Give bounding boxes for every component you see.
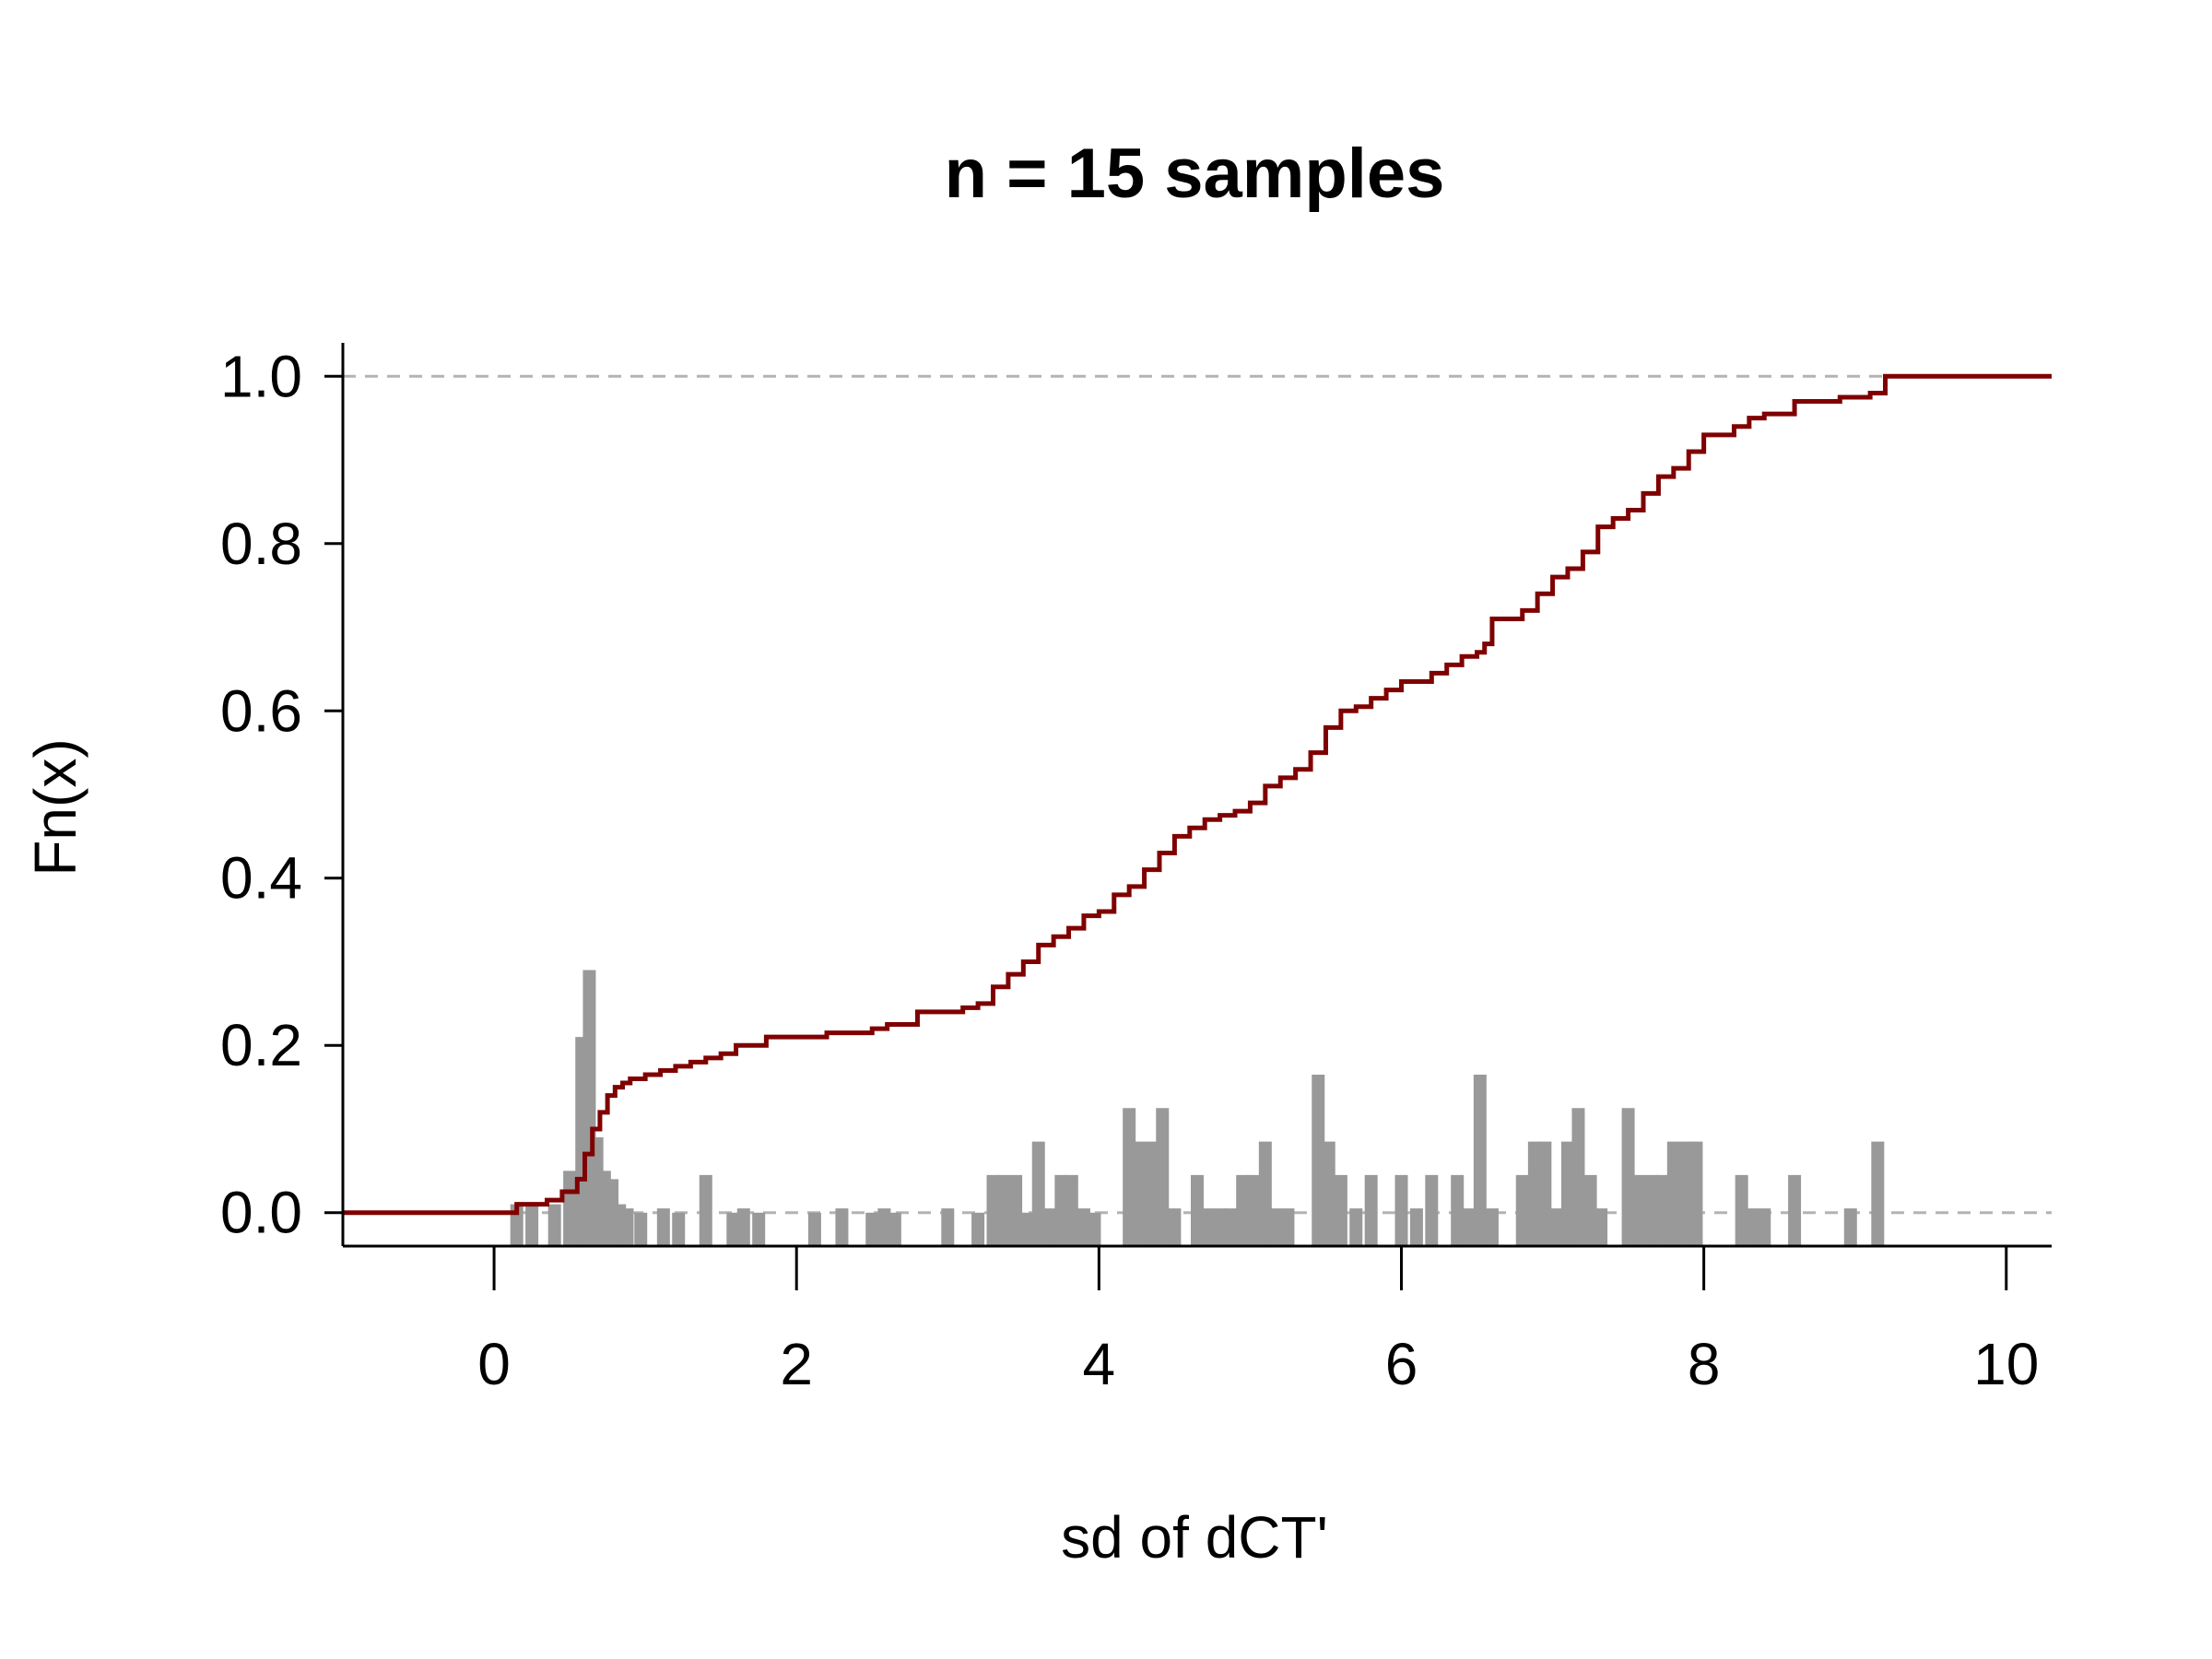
ecdf-step-line [343,373,2052,1216]
y-tick-label-5: 1.0 [220,343,302,409]
y-tick-label-1: 0.2 [220,1012,302,1078]
x-tick-label-0: 0 [477,1331,511,1397]
reference-lines [343,374,2052,1215]
ecdf-series [343,373,2052,1216]
x-tick-label-2: 4 [1083,1331,1116,1397]
y-tick-label-4: 0.8 [220,511,302,577]
x-tick-label-4: 8 [1688,1331,1721,1397]
x-axis: 0 2 4 6 8 10 [477,1246,2039,1397]
y-axis-label: Fn(x) [22,738,88,876]
x-tick-label-3: 6 [1385,1331,1418,1397]
y-tick-label-0: 0.0 [220,1180,302,1246]
spike-series [510,970,1885,1246]
y-tick-label-3: 0.6 [220,677,302,744]
chart-title: n = 15 samples [945,135,1445,213]
y-axis: 0.0 0.2 0.4 0.6 0.8 1.0 [220,343,343,1246]
y-tick-label-2: 0.4 [220,845,302,912]
x-tick-label-5: 10 [1973,1331,2039,1397]
x-tick-label-1: 2 [780,1331,813,1397]
x-axis-label: sd of dCT' [1061,1504,1328,1571]
